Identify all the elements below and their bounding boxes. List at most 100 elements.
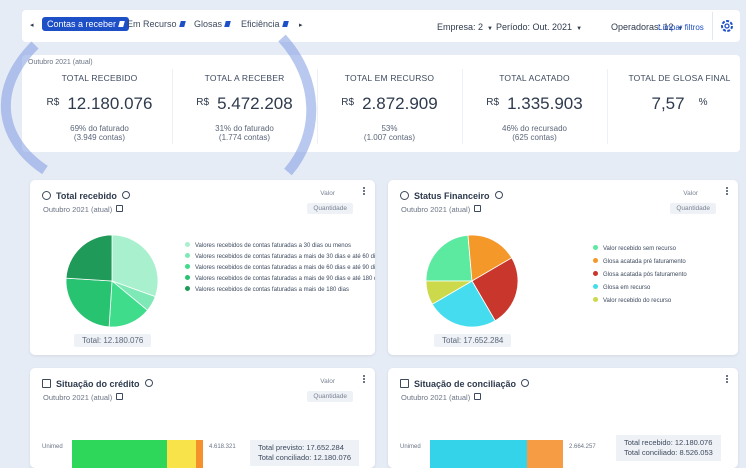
- card-period: Outubro 2021 (atual): [401, 393, 482, 402]
- total-pill: Total: 12.180.076: [74, 334, 152, 347]
- card: Status Financeiro Outubro 2021 (atual) Val…: [388, 180, 738, 355]
- tab[interactable]: Em Recurso: [127, 19, 186, 29]
- lock-icon: [116, 393, 124, 400]
- total-pill: Total: 17.652.284: [434, 334, 512, 347]
- kpi-note: 31% do faturado: [215, 124, 274, 133]
- pie-slice: [425, 234, 473, 282]
- kpi-count: (3.949 contas): [73, 133, 126, 142]
- toggle-option[interactable]: Valor: [683, 190, 698, 197]
- separator: [317, 69, 318, 144]
- lock-icon: [474, 393, 482, 400]
- settings[interactable]: [712, 12, 741, 40]
- bar-segment: [72, 440, 168, 468]
- kebab-dot: [363, 381, 365, 383]
- total-line: Total previsto: 17.652.284: [258, 443, 344, 452]
- card-icon: [42, 191, 51, 200]
- caret: ▼: [576, 26, 583, 32]
- pie-slice: [431, 280, 496, 328]
- legend-swatch: [185, 242, 190, 247]
- toggle-option[interactable]: Valor: [320, 190, 335, 197]
- kebab-dot: [363, 375, 365, 377]
- toggle-option[interactable]: Quantidade: [307, 391, 353, 402]
- nav-arrow[interactable]: ▸: [299, 22, 303, 29]
- legend-swatch: [593, 284, 598, 289]
- kpi-title: TOTAL EM RECURSO: [344, 73, 435, 83]
- toggle-option[interactable]: Valor: [320, 378, 335, 385]
- pie-slice: [65, 277, 113, 328]
- card-period: Outubro 2021 (atual): [43, 393, 124, 402]
- legend-item: Glosa em recurso: [593, 284, 650, 291]
- kebab-dot: [363, 193, 365, 195]
- value: 2.872.909: [362, 94, 438, 113]
- info-icon: [121, 191, 130, 199]
- kpi-value: R$ 1.335.903: [462, 94, 607, 114]
- total-line: Total conciliado: 12.180.076: [258, 453, 351, 462]
- tab-icon: [118, 21, 125, 27]
- legend-item: Valores recebidos de contas faturadas a …: [185, 242, 351, 249]
- legend-item: Glosa acatada pós faturamento: [593, 271, 687, 278]
- value: 1.335.903: [507, 94, 583, 113]
- legend-label: Glosa em recurso: [603, 285, 651, 291]
- legend-swatch: [185, 286, 190, 291]
- toggle-option[interactable]: Quantidade: [670, 203, 716, 214]
- kpi-title: TOTAL A RECEBER: [204, 73, 285, 83]
- filter[interactable]: Operadoras: 12 ▼: [611, 22, 684, 32]
- tab[interactable]: Glosas: [194, 19, 231, 29]
- card: Total recebido Outubro 2021 (atual) Valor Q…: [30, 180, 375, 355]
- tab[interactable]: Contas a receber: [42, 17, 130, 31]
- value: 5.472.208: [217, 94, 293, 113]
- tab-icon: [224, 21, 231, 27]
- tab[interactable]: Eficiência: [241, 19, 289, 29]
- totals-box: Total previsto: 17.652.284 Total concilia…: [250, 440, 359, 466]
- legend-item: Glosa acatada pré faturamento: [593, 258, 686, 265]
- card-title: Total recebido: [56, 191, 130, 201]
- legend-label: Valor recebido sem recurso: [603, 246, 676, 252]
- kebab-dot: [363, 378, 365, 380]
- currency: R$: [341, 97, 355, 108]
- kebab-dot: [726, 190, 728, 192]
- card-title: Situação do crédito: [56, 379, 153, 389]
- dashboard: ◂ ▸ Contas a receber Em Recurso Glosas Efic…: [0, 10, 746, 468]
- kpi-note: 69% do faturado: [70, 124, 129, 133]
- legend-swatch: [593, 245, 598, 250]
- kpi-value: R$ 2.872.909: [317, 94, 462, 114]
- legend-label: Glosa acatada pós faturamento: [603, 272, 687, 278]
- kebab-dot: [726, 381, 728, 383]
- legend-label: Valores recebidos de contas faturadas a …: [195, 254, 375, 260]
- nav-arrow[interactable]: ◂: [30, 22, 34, 29]
- kebab-dot: [726, 187, 728, 189]
- kpi-note: 53%: [381, 124, 398, 133]
- card-title: Status Financeiro: [414, 191, 503, 201]
- card-icon: [42, 379, 51, 388]
- kebab-dot: [726, 375, 728, 377]
- legend-label: Valores recebidos de contas faturadas a …: [195, 287, 349, 293]
- toggle-option[interactable]: Quantidade: [307, 203, 353, 214]
- separator: [462, 69, 463, 144]
- bar-total-label: 2.664.257: [569, 444, 596, 450]
- card-title: Situação de conciliação: [414, 379, 530, 389]
- legend-label: Valores recebidos de contas faturadas a …: [195, 243, 351, 249]
- gear-icon: [721, 20, 733, 32]
- kpi-title: TOTAL RECEBIDO: [61, 73, 138, 83]
- filter[interactable]: Empresa: 2 ▼: [437, 22, 493, 32]
- kpi-count: (625 contas): [512, 133, 557, 142]
- pie-slice: [65, 234, 113, 282]
- pie-slice: [111, 234, 159, 298]
- total-line: Total conciliado: 8.526.053: [624, 448, 713, 457]
- separator: [607, 69, 608, 144]
- card-icon: [400, 191, 409, 200]
- currency: R$: [196, 97, 210, 108]
- card: Situação de conciliação Outubro 2021 (atu…: [388, 368, 738, 468]
- kpi-value: 7,57%: [607, 94, 746, 114]
- info-icon: [521, 379, 530, 387]
- total-line: Total recebido: 12.180.076: [624, 438, 713, 447]
- bar-total-label: 4.618.321: [209, 444, 236, 450]
- kpi-note: 46% do recursado: [502, 124, 567, 133]
- filter[interactable]: Período: Out. 2021 ▼: [496, 22, 583, 32]
- legend-label: Glosa acatada pré faturamento: [603, 259, 686, 265]
- kpi-count: (1.774 contas): [218, 133, 271, 142]
- pie-slice: [467, 234, 513, 282]
- legend-swatch: [593, 271, 598, 276]
- clear-filters[interactable]: Limpar filtros: [658, 23, 704, 32]
- bar-segment: [430, 440, 527, 468]
